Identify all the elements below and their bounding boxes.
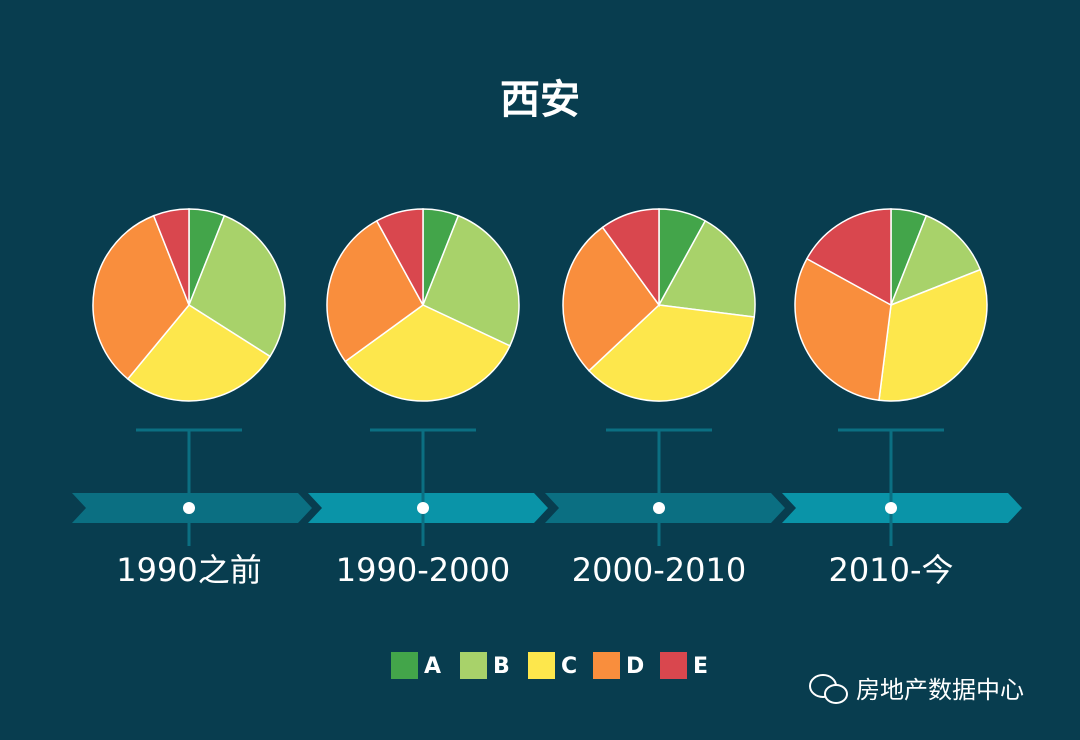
pie-slice: [878, 268, 988, 402]
legend-label: A: [424, 654, 441, 679]
pie-slice: [889, 214, 982, 307]
timeline-dot: [183, 502, 195, 514]
pie-slice: [344, 304, 511, 402]
legend-swatch: [660, 652, 687, 679]
chart-title: 西安: [500, 77, 580, 123]
timeline-dot: [417, 502, 429, 514]
pie-slice: [805, 208, 892, 307]
legend-label: B: [493, 654, 510, 679]
period-label: 2010-今: [829, 551, 954, 589]
timeline-segment: [782, 493, 1022, 523]
pie-slice: [587, 304, 756, 402]
legend-label: E: [693, 654, 708, 679]
pie-slice: [92, 214, 190, 381]
pie-slice: [152, 208, 190, 306]
pie-slice: [601, 208, 660, 308]
pie-slice: [375, 208, 424, 306]
watermark: 房地产数据中心: [856, 676, 1024, 704]
period-label: 1990之前: [116, 551, 261, 589]
pie-slice: [326, 219, 424, 363]
legend-swatch: [528, 652, 555, 679]
legend-label: C: [561, 654, 577, 679]
pie-slice: [562, 226, 660, 372]
timeline-dot: [885, 502, 897, 514]
pie-slice: [422, 214, 520, 347]
legend-label: D: [626, 654, 644, 679]
watermark-icon: [809, 674, 848, 704]
legend-swatch: [593, 652, 620, 679]
pie-slice: [188, 214, 286, 358]
legend-swatch: [460, 652, 487, 679]
period-label: 1990-2000: [336, 551, 510, 589]
timeline-dot: [653, 502, 665, 514]
period-label: 2000-2010: [572, 551, 746, 589]
pie-slice: [794, 257, 892, 402]
pie-slice: [126, 304, 272, 402]
legend-swatch: [391, 652, 418, 679]
pie-slice: [657, 219, 756, 318]
